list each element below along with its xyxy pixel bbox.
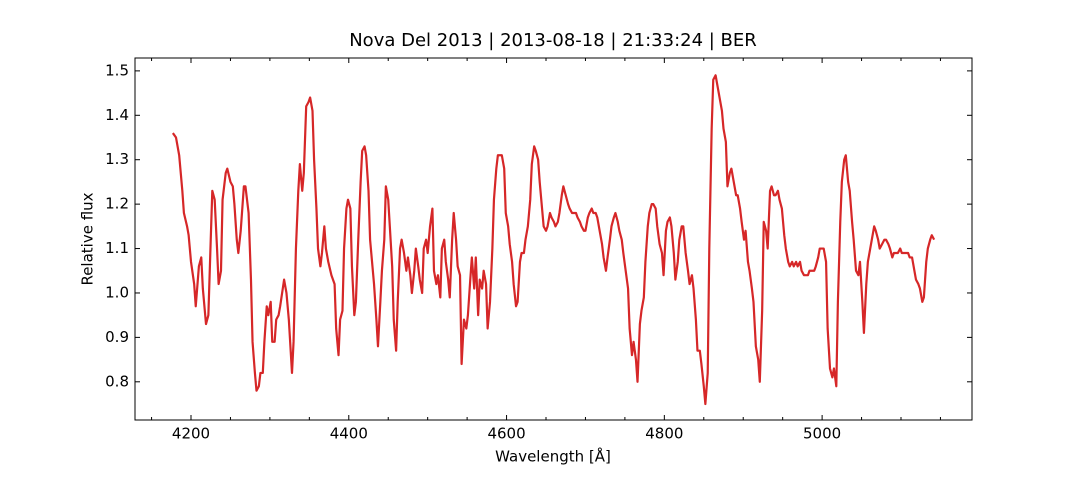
y-tick-label: 1.0 [105,283,129,301]
x-axis-label: Wavelength [Å] [495,447,611,466]
y-tick-label: 1.5 [105,61,129,79]
y-tick-label: 1.3 [105,150,129,168]
x-tick-label: 4200 [172,425,210,443]
x-tick-label: 5000 [803,425,841,443]
spectrum-line [171,74,936,406]
x-tick-label: 4400 [330,425,368,443]
chart-title: Nova Del 2013 | 2013-08-18 | 21:33:24 | … [349,30,757,51]
y-tick-label: 1.2 [105,195,129,213]
plot-area [171,74,936,406]
y-tick-label: 0.9 [105,328,129,346]
axes-frame [134,57,973,421]
y-tick-label: 1.1 [105,239,129,257]
x-tick-label: 4600 [487,425,525,443]
y-tick-label: 0.8 [105,372,129,390]
x-tick-label: 4800 [645,425,683,443]
y-tick-label: 1.4 [105,106,129,124]
y-axis-label: Relative flux [79,192,97,285]
